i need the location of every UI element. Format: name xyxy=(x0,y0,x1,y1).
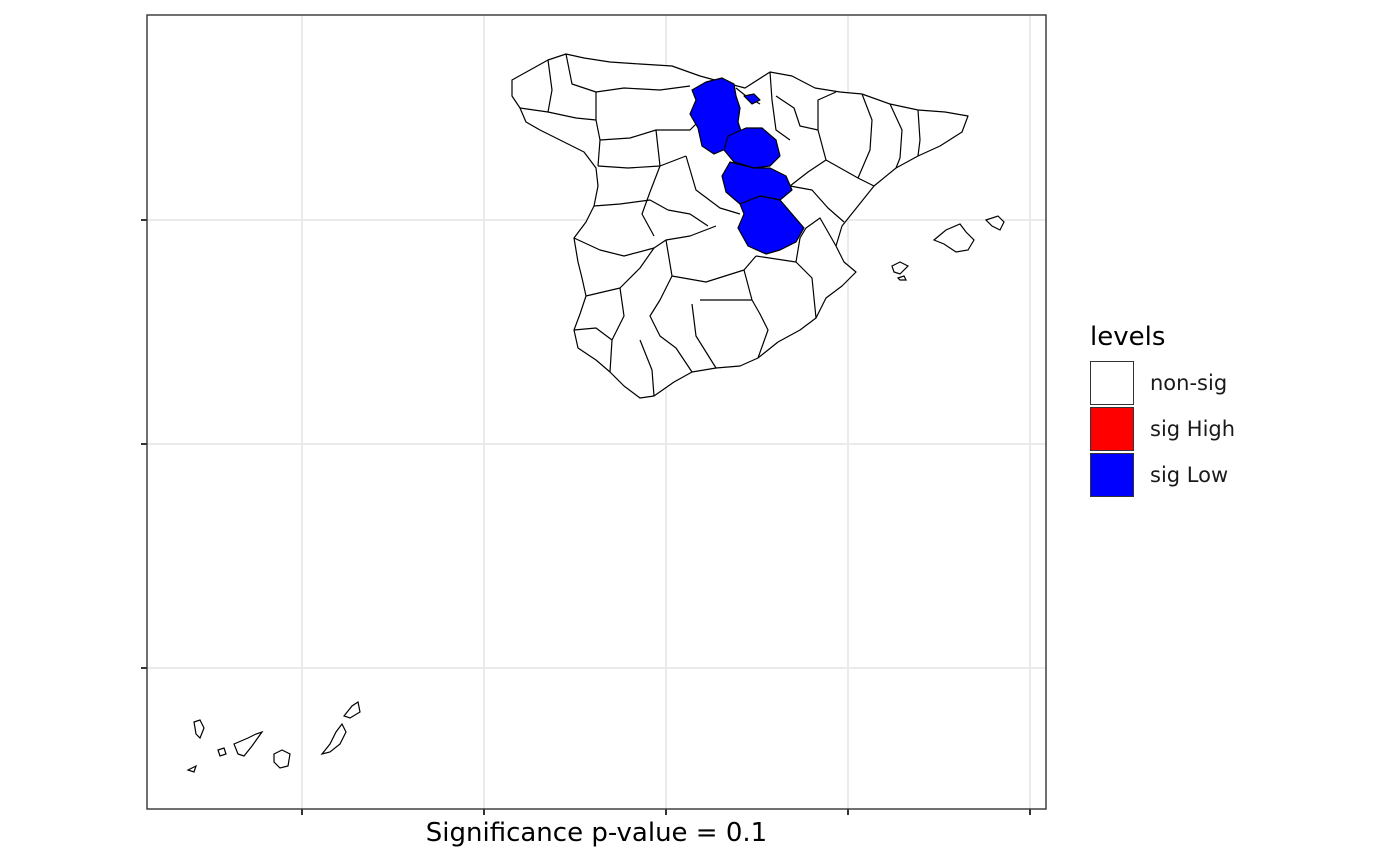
island-mallorca xyxy=(932,223,975,253)
legend-label: non-sig xyxy=(1150,371,1228,395)
panel-border xyxy=(146,14,1047,810)
island-tenerife xyxy=(233,730,264,757)
legend-key-sig-high xyxy=(1090,407,1134,451)
legend-title: levels xyxy=(1090,322,1166,352)
legend-label: sig High xyxy=(1150,417,1236,441)
region-soria xyxy=(723,127,781,169)
region-alava xyxy=(743,93,761,105)
island-la-gomera xyxy=(217,747,227,757)
island-menorca xyxy=(984,215,1005,231)
island-fuerteventura xyxy=(320,722,347,756)
island-lanzarote xyxy=(342,701,361,719)
island-gran-canaria xyxy=(273,749,291,769)
axis-ticks xyxy=(141,219,1031,815)
sig-low-regions xyxy=(689,77,805,255)
legend-item: sig Low xyxy=(1090,452,1350,498)
legend-item: sig High xyxy=(1090,406,1350,452)
island-formentera xyxy=(896,275,907,281)
island-ibiza xyxy=(891,261,910,275)
legend-key-non-sig xyxy=(1090,361,1134,405)
legend-label: sig Low xyxy=(1150,463,1229,487)
balearic-islands xyxy=(891,215,1005,281)
region-cuenca xyxy=(737,195,805,255)
legend-item: non-sig xyxy=(1090,360,1350,406)
legend: levels non-sig sig High sig Low xyxy=(1090,320,1350,498)
island-la-palma xyxy=(193,719,205,740)
legend-key-sig-low xyxy=(1090,453,1134,497)
island-el-hierro xyxy=(186,764,198,773)
canary-islands xyxy=(186,701,361,773)
x-axis-title: Significance p-value = 0.1 xyxy=(425,818,768,848)
province-borders xyxy=(519,53,921,397)
